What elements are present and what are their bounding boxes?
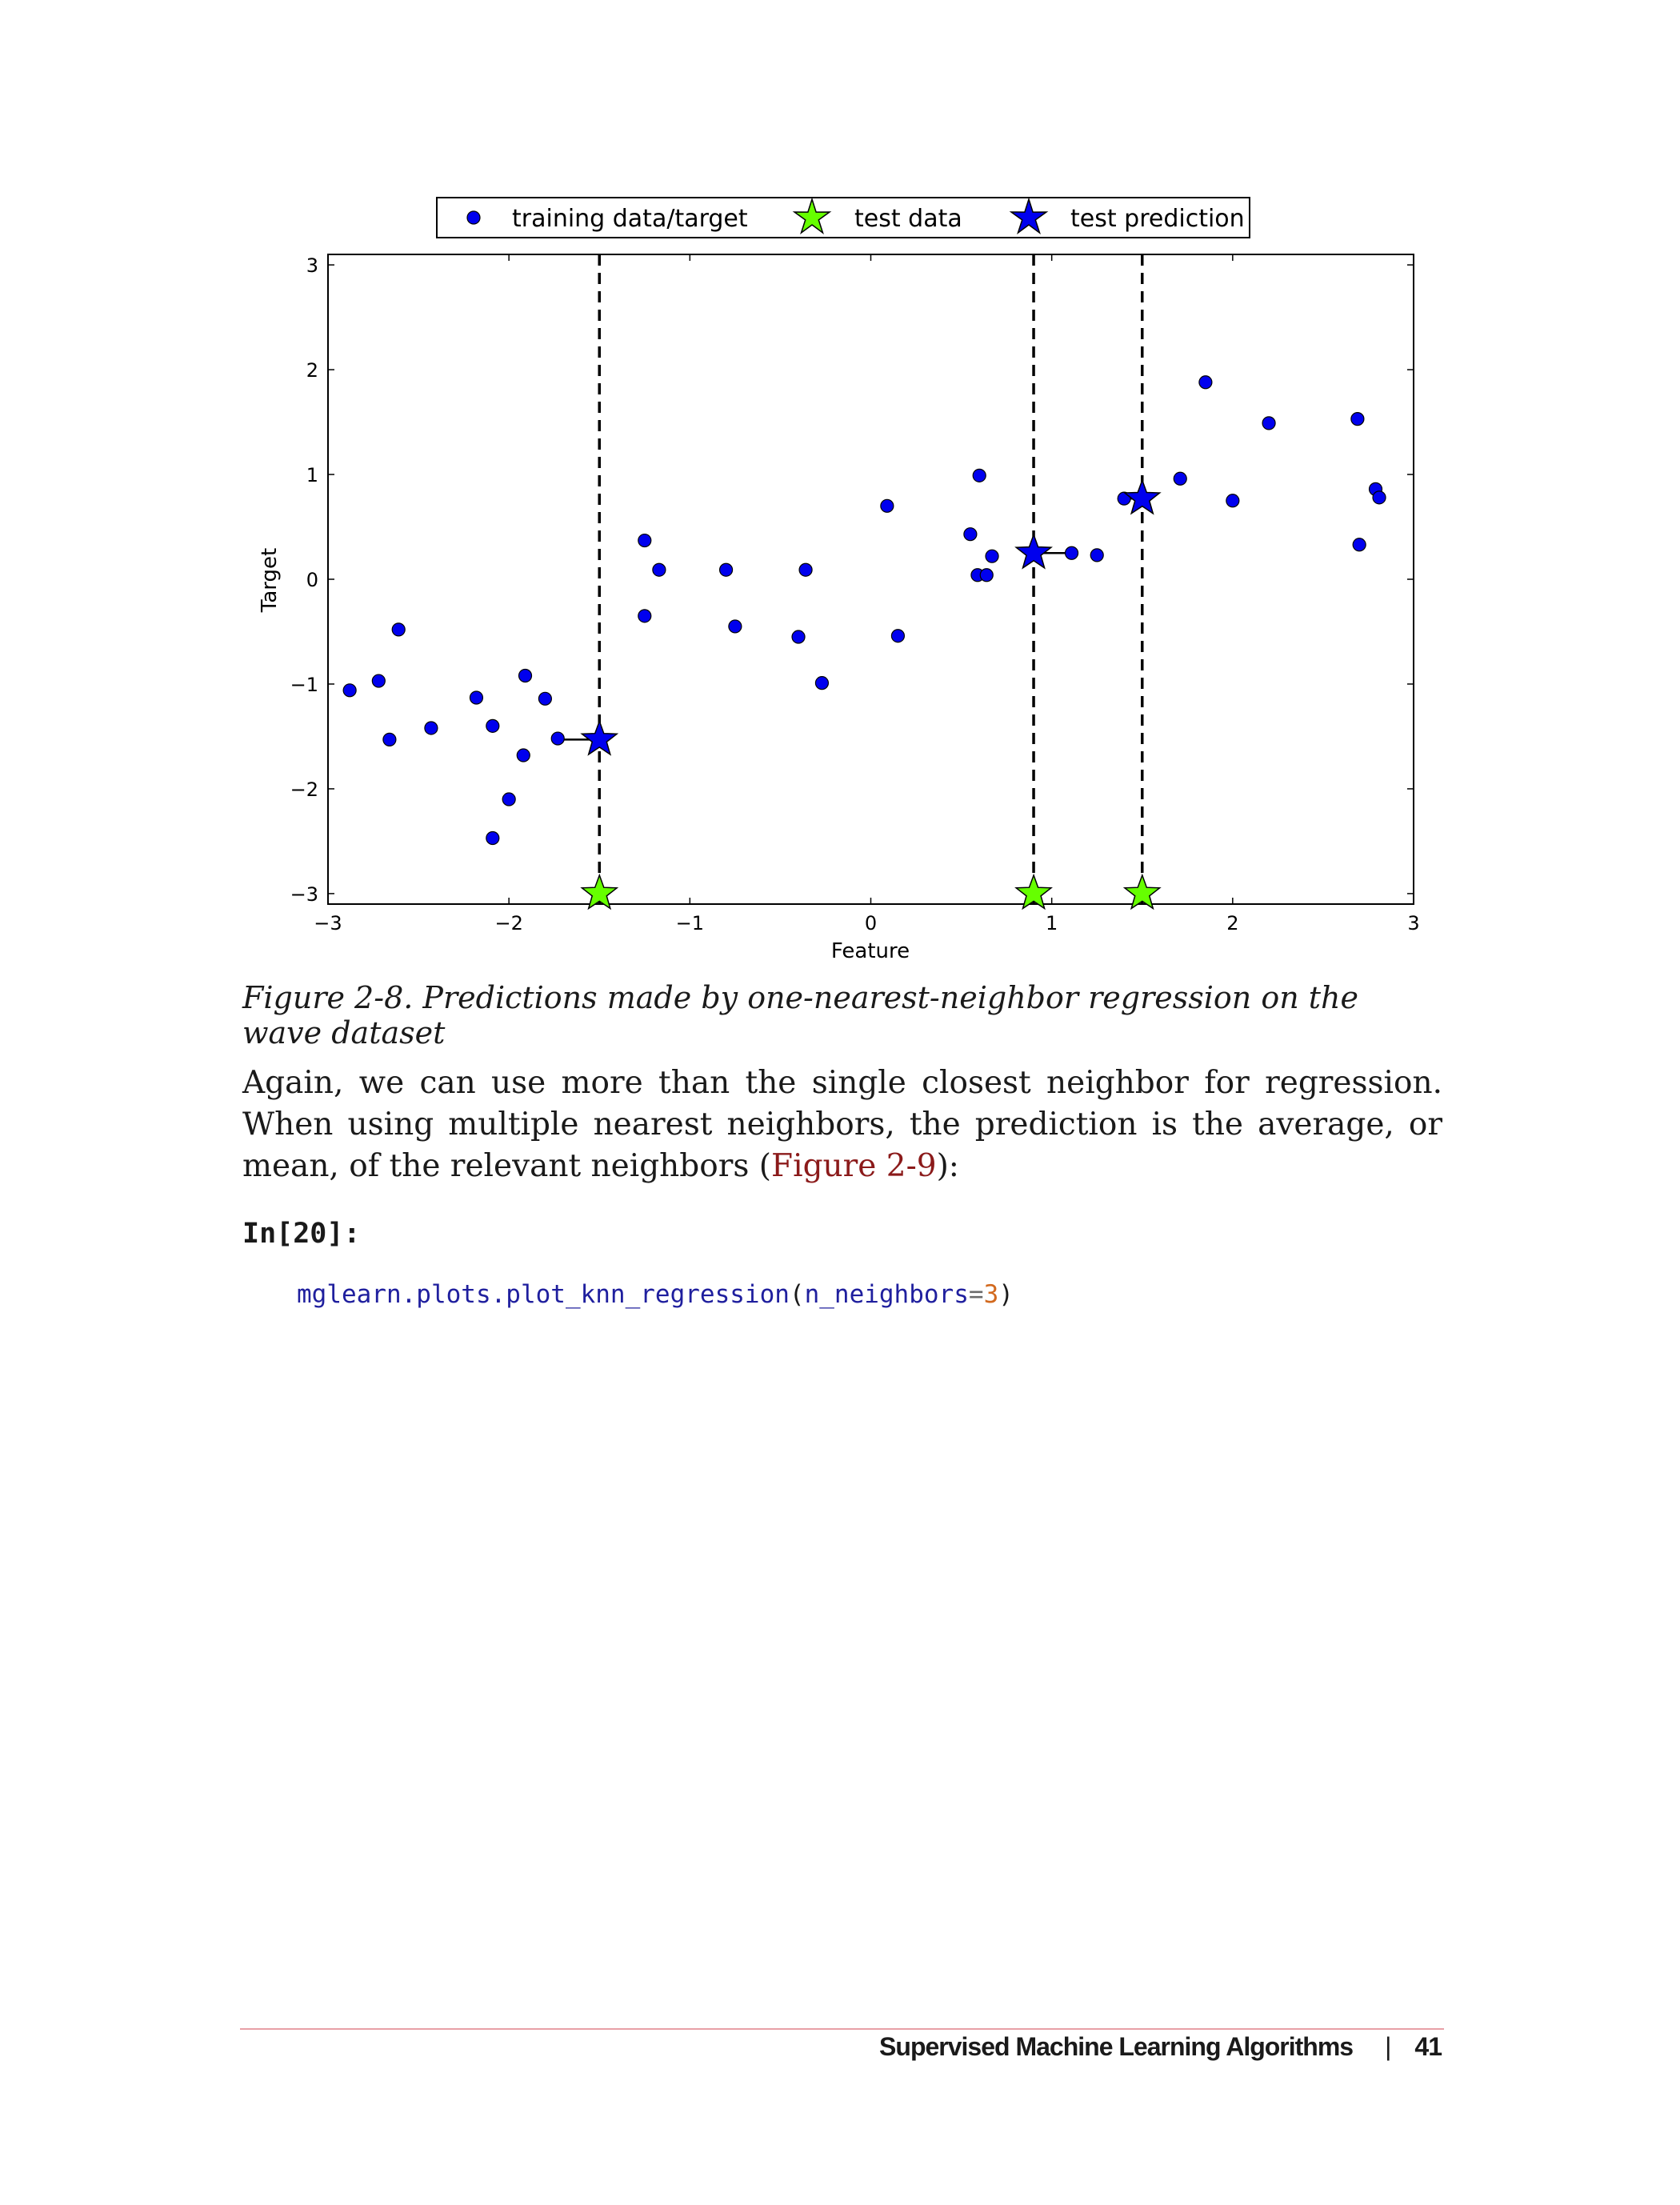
- training-data-point: [1352, 538, 1366, 552]
- y-tick-label: −2: [290, 778, 318, 801]
- training-data-point: [963, 527, 978, 542]
- legend-label-test-data: test data: [854, 205, 962, 233]
- training-data-point: [791, 630, 806, 644]
- legend-circle-marker: [466, 210, 481, 225]
- training-data-point: [1226, 494, 1240, 508]
- test-data-star: [1014, 873, 1053, 910]
- x-tick-label: 3: [1407, 912, 1419, 934]
- test-data-star: [1122, 873, 1162, 910]
- training-data-point: [1372, 490, 1386, 505]
- body-paragraph: Again, we can use more than the single c…: [242, 1062, 1442, 1187]
- x-axis-label: Feature: [831, 939, 910, 963]
- legend-star-test-prediction: [1009, 197, 1049, 234]
- training-data-point: [972, 468, 986, 482]
- training-data-point: [1173, 471, 1187, 486]
- y-tick-label: 1: [306, 464, 318, 486]
- training-data-point: [728, 619, 742, 634]
- test-prediction-star: [1014, 533, 1053, 570]
- code-value: 3: [983, 1280, 999, 1309]
- paragraph-text-end: ):: [936, 1148, 959, 1184]
- y-tick-label: 3: [306, 254, 318, 277]
- y-tick-label: 2: [306, 359, 318, 382]
- knn-regression-chart: training data/target test data test pred…: [258, 197, 1420, 963]
- training-data-point: [469, 690, 484, 705]
- x-tick-label: −1: [676, 912, 704, 934]
- training-data-point: [652, 562, 666, 577]
- training-data-point: [550, 731, 565, 746]
- training-data-point: [516, 748, 530, 762]
- training-data-point: [890, 629, 906, 643]
- code-prompt: In[20]:: [242, 1218, 361, 1250]
- footer-rule: [240, 2028, 1444, 2030]
- code-paren-close: ): [998, 1280, 1014, 1309]
- test-prediction-star: [1122, 478, 1162, 515]
- training-data-point: [798, 562, 813, 577]
- x-tick-label: 0: [865, 912, 877, 934]
- training-data-point: [1350, 412, 1365, 426]
- footer-separator: |: [1385, 2032, 1391, 2061]
- training-data-point: [538, 691, 552, 706]
- training-data-point: [502, 792, 516, 806]
- code-block: mglearn.plots.plot_knn_regression(n_neig…: [297, 1280, 1014, 1309]
- x-tick-label: −3: [314, 912, 342, 934]
- y-tick-label: −3: [290, 883, 318, 906]
- legend-star-test-data: [792, 197, 832, 234]
- paragraph-text: Again, we can use more than the single c…: [242, 1065, 1442, 1184]
- code-argument: n_neighbors: [804, 1280, 969, 1309]
- training-data-point: [638, 609, 652, 623]
- legend-label-training: training data/target: [512, 205, 748, 233]
- test-prediction-star: [580, 719, 619, 756]
- page-footer: Supervised Machine Learning Algorithms | 4…: [879, 2032, 1442, 2062]
- code-paren-open: (: [789, 1280, 805, 1309]
- training-data-point: [391, 622, 406, 637]
- training-data-point: [518, 668, 533, 683]
- page-number: 41: [1414, 2032, 1442, 2061]
- code-equals: =: [968, 1280, 984, 1309]
- x-tick-label: 2: [1226, 912, 1238, 934]
- training-data-point: [486, 718, 500, 733]
- training-data-point: [1198, 375, 1213, 390]
- training-data-point: [979, 568, 994, 582]
- training-data-point: [424, 721, 438, 735]
- training-data-point: [382, 732, 397, 746]
- plot-frame: [327, 254, 1414, 905]
- training-data-point: [814, 676, 830, 690]
- training-data-point: [985, 549, 999, 563]
- y-axis-label: Target: [258, 548, 282, 613]
- test-data-star: [580, 873, 619, 910]
- y-tick-label: 0: [306, 569, 318, 591]
- x-tick-label: −2: [494, 912, 522, 934]
- training-data-point: [371, 674, 386, 688]
- footer-section-title: Supervised Machine Learning Algorithms: [879, 2032, 1354, 2061]
- training-data-point: [638, 533, 652, 548]
- training-data-point: [342, 683, 357, 698]
- figure-2-9-link[interactable]: Figure 2-9: [771, 1148, 937, 1184]
- training-data-point: [486, 830, 500, 846]
- training-data-point: [1090, 548, 1104, 562]
- x-tick-label: 1: [1046, 912, 1058, 934]
- training-data-point: [1262, 416, 1276, 430]
- y-tick-label: −1: [290, 674, 318, 696]
- chart-legend: training data/target test data test pred…: [436, 197, 1250, 238]
- legend-label-test-prediction: test prediction: [1070, 205, 1245, 233]
- training-data-point: [718, 562, 734, 577]
- code-function: mglearn.plots.plot_knn_regression: [297, 1280, 790, 1309]
- figure-caption: Figure 2-8. Predictions made by one-near…: [242, 980, 1358, 1050]
- training-data-point: [1064, 546, 1079, 560]
- training-data-point: [880, 498, 894, 513]
